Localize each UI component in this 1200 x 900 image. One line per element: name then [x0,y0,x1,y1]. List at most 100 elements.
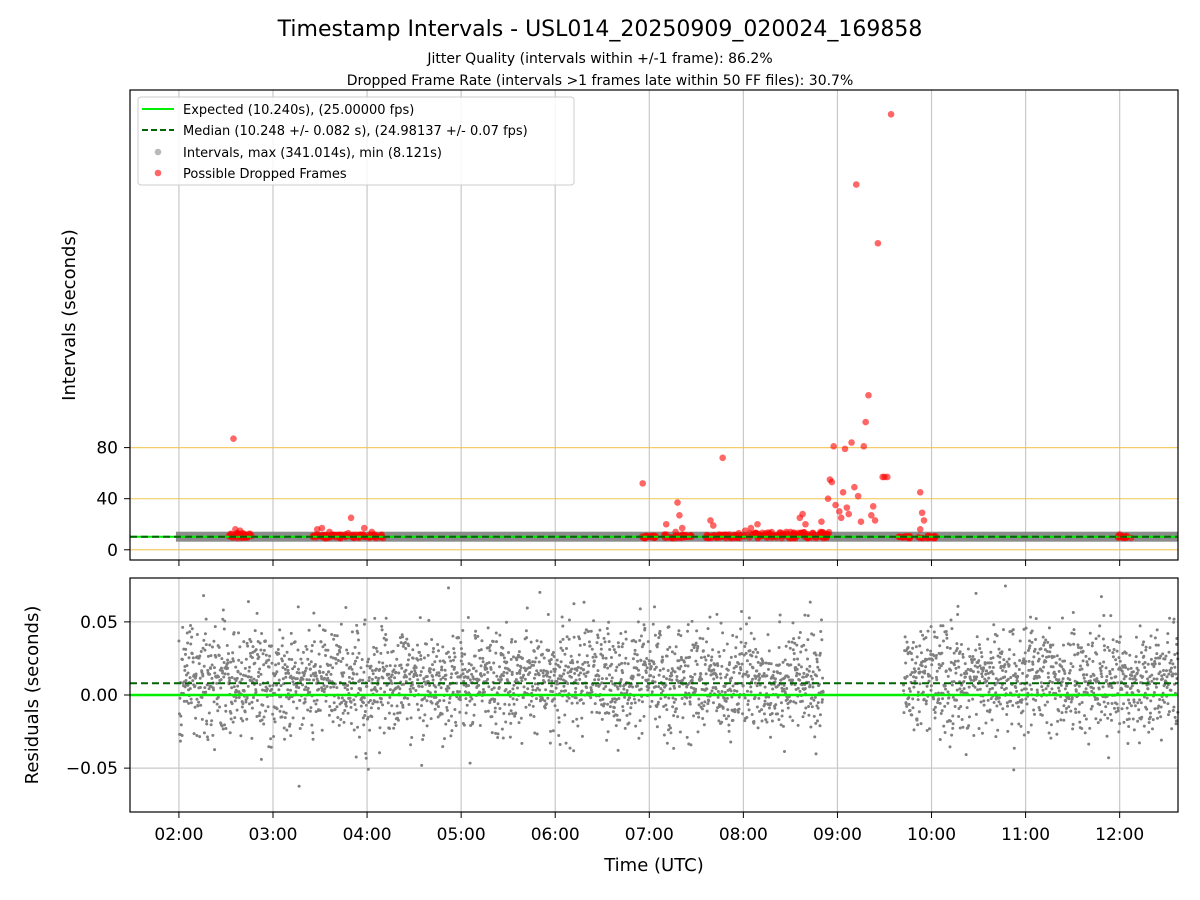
residual-point [562,684,566,688]
residual-point [1115,662,1119,666]
residual-point [210,676,214,680]
residual-point [630,701,634,705]
residual-point [1030,687,1034,691]
residual-point [1022,657,1026,661]
residual-point [247,675,251,679]
residual-point [473,654,477,658]
dropped-frame-point [884,473,891,481]
residual-point [180,733,184,737]
residual-point [646,678,650,682]
residual-point [1037,706,1041,710]
residual-point [331,720,335,724]
residual-point [248,651,252,655]
residual-point [945,636,949,640]
dropped-frame-point [799,510,806,518]
dropped-frame-point [1116,531,1123,538]
residual-point [1138,624,1142,628]
residual-point [978,679,982,683]
residual-point [767,661,771,665]
residual-point [236,670,240,674]
residual-point [652,662,656,666]
residual-point [788,646,792,650]
residual-point [425,675,429,679]
residual-point [658,668,662,672]
residual-point [1043,703,1047,707]
residual-point [279,704,283,708]
residual-point [398,687,402,691]
residual-point [1004,670,1008,674]
residual-point [518,668,522,672]
residual-point [988,708,992,712]
residual-point [1078,702,1082,706]
residual-point [917,667,921,671]
residual-point [742,653,746,657]
residual-point [911,646,915,650]
residual-point [1053,675,1057,679]
residual-point [1055,732,1059,736]
residual-point [1064,699,1068,703]
residual-point [726,668,730,672]
residual-point [954,649,958,653]
legend-dropped-marker-symbol [154,169,162,177]
residual-point [291,667,295,671]
residual-point [939,624,943,628]
residual-point [1024,626,1028,630]
residual-point [221,617,225,621]
residual-point [722,648,726,652]
residual-point [951,722,955,726]
residual-point [1097,687,1101,691]
residual-point [261,688,265,692]
residual-point [930,663,934,667]
residual-point [231,659,235,663]
residual-point [754,647,758,651]
residual-point [932,697,936,701]
dropped-frame-point [678,524,686,532]
dropped-frame-point [854,492,862,500]
residual-point [179,723,183,727]
residual-point [553,667,557,671]
residual-point [285,665,289,669]
residual-point [1153,662,1157,666]
residual-point [611,710,615,714]
residual-point [1021,709,1025,713]
residual-point [1156,643,1160,647]
residual-point [1087,742,1091,746]
residual-point [722,714,726,718]
residual-point [403,641,407,645]
dropped-frame-point [836,508,843,515]
residual-point [557,720,561,724]
residual-point [1130,674,1134,678]
residual-point [372,653,376,657]
residual-point [1068,668,1072,672]
residual-point [1129,704,1133,708]
residual-point [374,646,378,650]
residual-point [664,703,668,707]
residual-point [180,658,184,662]
residual-point [1051,665,1055,669]
residual-point [820,618,824,622]
legend-intervals-marker-symbol [154,148,162,156]
residual-point [569,675,573,679]
residual-point [589,686,593,690]
residual-point [189,642,193,646]
residual-point [684,656,688,660]
residual-point [1157,662,1161,666]
residual-point [778,613,782,617]
residual-point [1009,676,1013,680]
residual-point [447,686,451,690]
residual-points [177,584,1180,788]
residual-point [746,702,750,706]
residual-point [546,696,550,700]
residual-point [511,712,515,716]
residual-point [986,637,990,641]
residual-point [260,718,264,722]
residual-point [460,662,464,666]
residual-point [944,630,948,634]
residual-point [289,642,293,646]
residual-point [299,657,303,661]
residual-point [468,678,472,682]
residual-point [574,678,578,682]
residual-point [1106,716,1110,720]
residual-point [564,741,568,745]
residual-point [433,690,437,694]
